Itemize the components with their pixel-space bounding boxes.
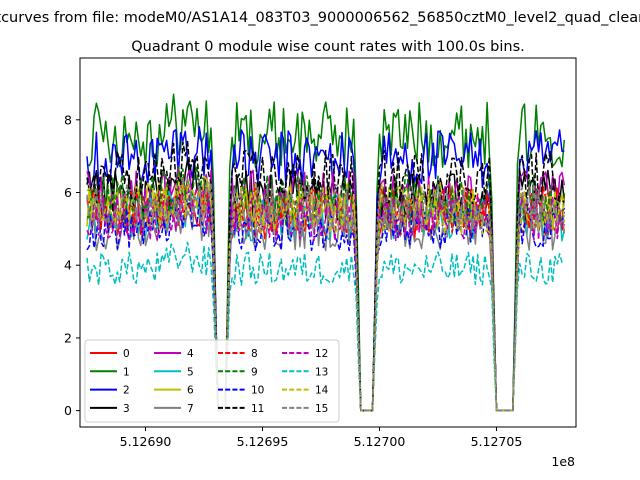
- legend-label-2: 2: [123, 385, 130, 397]
- series-line-10: [86, 196, 566, 412]
- series-line-15: [86, 176, 566, 412]
- y-tick-label: 0: [64, 403, 72, 418]
- legend-label-15: 15: [315, 403, 328, 415]
- legend-label-14: 14: [315, 385, 329, 397]
- legend-label-13: 13: [315, 366, 328, 378]
- legend-label-5: 5: [187, 366, 194, 378]
- legend-label-8: 8: [251, 348, 258, 360]
- legend-label-7: 7: [187, 403, 194, 415]
- plot-frame: [79, 57, 577, 428]
- x-tick-label: 5.12690: [120, 434, 172, 449]
- plot-series: [86, 93, 566, 412]
- y-tick-label: 2: [64, 330, 72, 345]
- y-tick-label: 6: [64, 185, 72, 200]
- x-tick-label: 5.12705: [471, 434, 523, 449]
- x-tick-label: 5.12700: [354, 434, 406, 449]
- legend-label-10: 10: [251, 385, 264, 397]
- legend-label-1: 1: [123, 366, 130, 378]
- y-tick-label: 8: [64, 112, 72, 127]
- legend-label-3: 3: [123, 403, 130, 415]
- series-line-11: [86, 140, 565, 412]
- figure-suptitle: Lightcurves from file: modeM0/AS1A14_083…: [0, 10, 640, 26]
- series-line-14: [86, 181, 566, 412]
- legend-label-4: 4: [187, 348, 194, 360]
- x-tick-label: 5.12695: [237, 434, 289, 449]
- legend-label-6: 6: [187, 385, 194, 397]
- series-line-13: [86, 241, 565, 412]
- y-tick-label: 4: [64, 258, 72, 273]
- series-line-12: [86, 182, 566, 412]
- chart-title: Quadrant 0 module wise count rates with …: [131, 39, 525, 55]
- legend-label-12: 12: [315, 348, 328, 360]
- plot-axes: 5.12690 5.12695 5.12700 5.12705 0 2 4 6 8: [64, 112, 522, 449]
- legend-label-0: 0: [123, 348, 130, 360]
- series-line-1: [86, 93, 566, 412]
- legend-label-9: 9: [251, 366, 258, 378]
- x-offset-label: 1e8: [551, 454, 575, 469]
- legend-box: [84, 339, 340, 423]
- legend-label-11: 11: [251, 403, 264, 415]
